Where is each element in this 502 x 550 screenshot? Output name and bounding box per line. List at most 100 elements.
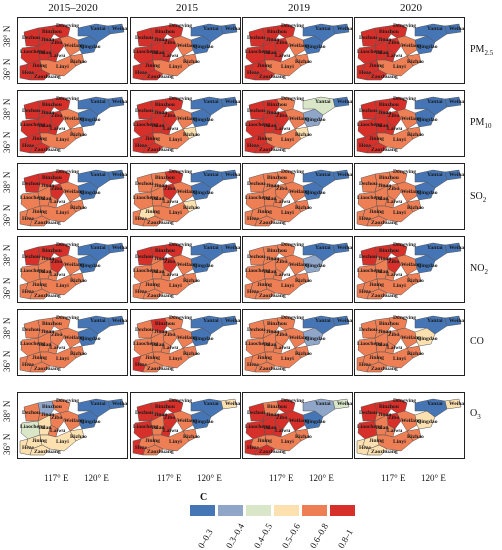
city-label-linyi: Linyi: [393, 439, 406, 445]
city-label-weihai: Weihai: [337, 401, 352, 407]
city-label-yantai: Yantai: [427, 26, 443, 32]
city-region-linyi: [264, 347, 302, 369]
city-region-jinan: [262, 329, 276, 339]
city-region-zaozhuang: [254, 288, 276, 300]
city-label-dezhou: Dezhou: [359, 181, 377, 187]
city-label-yantai: Yantai: [315, 401, 331, 407]
city-label-dongying: Dongying: [281, 315, 304, 321]
city-label-jinan: Jinan: [41, 110, 55, 116]
lat-label-so2-38: 38° N: [2, 171, 12, 193]
map-panel-pm25-3: Dongying Binzhou Dezhou Zibo Liaocheng Weifan…: [242, 17, 353, 84]
city-label-heze: Heze: [22, 70, 34, 76]
lat-label-no2-36: 36° N: [2, 277, 12, 299]
city-label-jinan: Jinan: [266, 329, 280, 335]
city-region-jinan: [374, 183, 388, 193]
city-label-binzhou: Binzhou: [267, 175, 287, 181]
city-label-liaocheng: Liaocheng: [133, 195, 158, 201]
city-label-qingdao: Qingdao: [305, 336, 326, 342]
city-label-dezhou: Dezhou: [247, 410, 265, 416]
city-label-jinan: Jinan: [266, 256, 280, 262]
map-panel-pm25-4: Dongying Binzhou Dezhou Zibo Liaocheng Weifan…: [354, 17, 465, 84]
city-label-zaozhuang: Zaozhuang: [147, 147, 174, 153]
city-label-jining: Jining: [145, 63, 160, 69]
legend-label-6: 0.8–1: [336, 527, 355, 550]
lon-label-c4a: 117° E: [381, 473, 406, 483]
city-label-jinan: Jinan: [378, 256, 392, 262]
city-region-yantai: [77, 23, 111, 43]
city-label-weihai: Weihai: [337, 245, 352, 251]
city-label-zaozhuang: Zaozhuang: [371, 74, 398, 80]
city-label-rizhao: Rizhao: [70, 351, 87, 357]
city-label-jining: Jining: [32, 438, 47, 444]
city-label-rizhao: Rizhao: [407, 278, 424, 284]
city-label-dongying: Dongying: [56, 315, 79, 321]
city-label-rizhao: Rizhao: [407, 59, 424, 65]
city-label-liaocheng: Liaocheng: [245, 49, 270, 55]
city-label-weihai: Weihai: [225, 401, 240, 407]
map-panel-co-1: Dongying Binzhou Dezhou Zibo Liaocheng Weifan…: [17, 309, 128, 376]
city-label-laiwu: Laiwu: [163, 53, 178, 59]
city-region-rizhao: [294, 199, 310, 213]
city-label-jinan: Jinan: [266, 412, 280, 418]
city-label-zaozhuang: Zaozhuang: [259, 366, 286, 372]
city-label-liaocheng: Liaocheng: [20, 195, 45, 201]
city-label-dongying: Dongying: [56, 242, 79, 248]
city-region-weihai: [332, 242, 350, 254]
city-label-dongying: Dongying: [393, 23, 416, 29]
city-label-laiwu: Laiwu: [50, 126, 65, 132]
city-region-zaozhuang: [366, 444, 388, 456]
city-region-zaozhuang: [142, 288, 164, 300]
city-label-laiwu: Laiwu: [163, 199, 178, 205]
city-label-dongying: Dongying: [281, 96, 304, 102]
city-label-binzhou: Binzhou: [155, 29, 175, 35]
city-label-jinan: Jinan: [378, 183, 392, 189]
city-label-jining: Jining: [145, 355, 160, 361]
city-label-liaocheng: Liaocheng: [245, 268, 270, 274]
city-label-qingdao: Qingdao: [80, 44, 101, 50]
city-region-jinan: [150, 412, 164, 422]
city-label-rizhao: Rizhao: [70, 434, 87, 440]
city-label-zaozhuang: Zaozhuang: [34, 147, 61, 153]
city-label-taian: Taian: [38, 50, 52, 56]
city-label-jinan: Jinan: [154, 329, 168, 335]
city-label-binzhou: Binzhou: [379, 175, 399, 181]
city-label-heze: Heze: [22, 216, 34, 222]
city-label-jinan: Jinan: [154, 256, 168, 262]
city-label-dezhou: Dezhou: [22, 35, 40, 41]
city-region-yantai: [190, 315, 224, 335]
city-label-weifang: Weifang: [401, 262, 421, 268]
city-label-taian: Taian: [38, 269, 52, 275]
city-region-zaozhuang: [29, 215, 51, 227]
city-label-dezhou: Dezhou: [247, 35, 265, 41]
city-label-dezhou: Dezhou: [359, 108, 377, 114]
city-label-weihai: Weihai: [449, 172, 464, 178]
city-label-jinan: Jinan: [378, 110, 392, 116]
city-label-yantai: Yantai: [427, 318, 443, 324]
city-region-jinan: [374, 256, 388, 266]
city-region-linyi: [264, 55, 302, 77]
city-label-linyi: Linyi: [56, 210, 69, 216]
city-label-qingdao: Qingdao: [80, 117, 101, 123]
city-label-jinan: Jinan: [154, 412, 168, 418]
city-label-qingdao: Qingdao: [193, 190, 214, 196]
city-label-weifang: Weifang: [64, 116, 84, 122]
city-label-taian: Taian: [375, 123, 389, 129]
city-region-jinan: [262, 37, 276, 47]
city-label-weifang: Weifang: [401, 418, 421, 424]
city-label-dezhou: Dezhou: [247, 108, 265, 114]
city-label-weifang: Weifang: [289, 262, 309, 268]
city-region-zaozhuang: [142, 69, 164, 81]
city-label-taian: Taian: [151, 342, 165, 348]
city-region-yantai: [190, 169, 224, 189]
city-region-zaozhuang: [366, 69, 388, 81]
city-label-taian: Taian: [151, 50, 165, 56]
city-region-rizhao: [406, 53, 422, 67]
city-region-weihai: [220, 169, 238, 181]
city-region-yantai: [302, 315, 336, 335]
city-label-weihai: Weihai: [225, 99, 240, 105]
map-panel-pm10-1: Dongying Binzhou Dezhou Zibo Liaocheng Weifan…: [17, 90, 128, 157]
row-label-o3: O3: [470, 408, 481, 421]
city-region-yantai: [414, 96, 448, 116]
city-label-linyi: Linyi: [56, 439, 69, 445]
city-label-liaocheng: Liaocheng: [133, 341, 158, 347]
